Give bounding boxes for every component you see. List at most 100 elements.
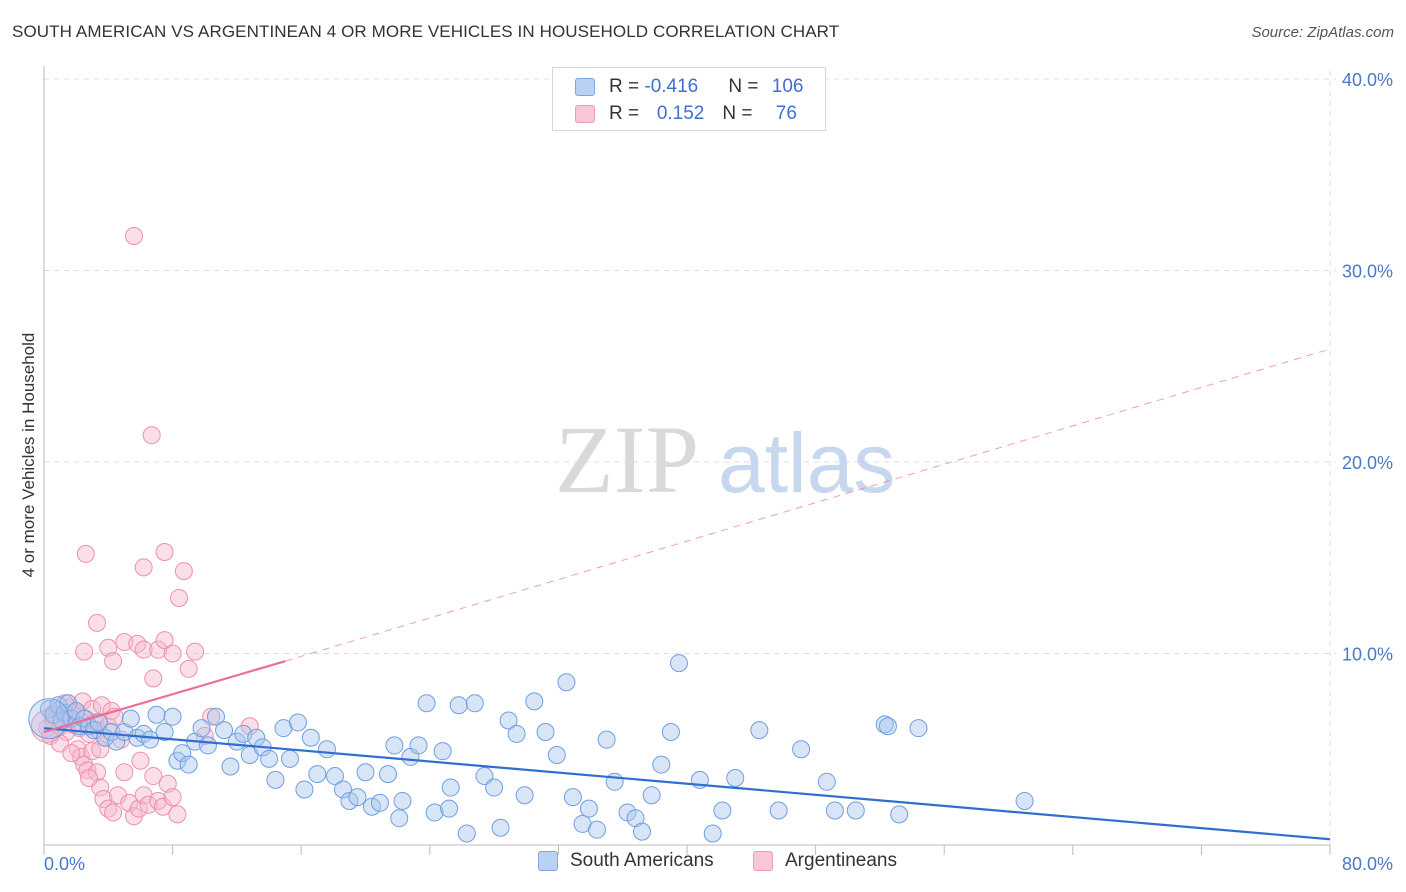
south-american-point bbox=[557, 673, 576, 692]
legend-swatch-pink bbox=[575, 105, 595, 123]
south-american-point bbox=[280, 749, 299, 768]
south-american-point bbox=[547, 745, 566, 764]
x-tick-labels: 0.0% 80.0% bbox=[44, 854, 1393, 874]
gridlines bbox=[44, 71, 1336, 845]
south-american-point bbox=[433, 742, 452, 761]
south-american-point bbox=[370, 793, 389, 812]
legend-r-value: 0.152 bbox=[656, 103, 705, 124]
argentinean-point bbox=[186, 642, 205, 661]
south-american-point bbox=[726, 768, 745, 787]
south-american-point bbox=[475, 767, 494, 786]
south-american-point bbox=[457, 824, 476, 843]
south-american-point bbox=[425, 803, 444, 822]
argentinean-point bbox=[153, 797, 172, 816]
source-credit: Source: ZipAtlas.com bbox=[1251, 24, 1394, 41]
argentinean-point bbox=[92, 696, 111, 715]
south-american-point bbox=[846, 801, 865, 820]
argentinean-point bbox=[131, 751, 150, 770]
south-american-point bbox=[141, 730, 160, 749]
south-american-point bbox=[155, 723, 174, 742]
south-american-point bbox=[333, 780, 352, 799]
argentinean-point bbox=[134, 640, 153, 659]
south-american-point bbox=[890, 805, 909, 824]
argentinean-point bbox=[149, 640, 168, 659]
argentinean-point bbox=[155, 543, 174, 562]
argentinean-point bbox=[163, 644, 182, 663]
argentinean-point bbox=[115, 763, 134, 782]
y-tick-label: 40.0% bbox=[1342, 70, 1393, 90]
bottom-legend-argentineans: Argentineans bbox=[753, 850, 897, 872]
argentinean-point bbox=[202, 707, 221, 726]
south-american-point bbox=[288, 713, 307, 732]
argentinean-point bbox=[142, 426, 161, 445]
argentinean-point bbox=[104, 803, 123, 822]
south-american-point bbox=[449, 696, 468, 715]
legend-n-label: N = bbox=[728, 76, 764, 97]
south-american-point bbox=[661, 723, 680, 742]
y-tick-label: 30.0% bbox=[1342, 262, 1393, 282]
south-american-point bbox=[301, 728, 320, 747]
argentinean-point bbox=[170, 588, 189, 607]
south-american-point bbox=[597, 730, 616, 749]
trendlines bbox=[43, 348, 1331, 841]
south-american-point bbox=[465, 694, 484, 713]
south-american-point bbox=[385, 736, 404, 755]
legend-r-value: -0.416 bbox=[644, 76, 699, 97]
legend-n-label: N = bbox=[722, 103, 758, 124]
legend-n-value: 76 bbox=[775, 103, 797, 124]
south-american-point bbox=[441, 778, 460, 797]
stats-legend: R = -0.416 N = 106 R = 0.152 N = 76 bbox=[552, 67, 826, 131]
south-american-point bbox=[121, 709, 140, 728]
south-american-point bbox=[179, 755, 198, 774]
bottom-legend-label: South Americans bbox=[570, 850, 714, 871]
chart-title: SOUTH AMERICAN VS ARGENTINEAN 4 OR MORE … bbox=[12, 22, 840, 41]
south-american-point bbox=[173, 744, 192, 763]
south-american-point bbox=[563, 788, 582, 807]
argentinean-point bbox=[139, 795, 158, 814]
argentinean-point bbox=[62, 744, 81, 763]
argentinean-point bbox=[144, 669, 163, 688]
south-american-point bbox=[825, 801, 844, 820]
south-american-point bbox=[713, 801, 732, 820]
bottom-legend-south-americans: South Americans bbox=[538, 850, 714, 872]
south-american-point bbox=[308, 765, 327, 784]
argentinean-point bbox=[88, 613, 107, 632]
y-tick-label: 10.0% bbox=[1342, 645, 1393, 665]
argentinean-point bbox=[102, 701, 121, 720]
x-tick-label-max: 80.0% bbox=[1342, 854, 1393, 874]
south-americans-trendline bbox=[43, 727, 1331, 841]
argentinean-point bbox=[94, 790, 113, 809]
south-american-point bbox=[295, 780, 314, 799]
south-american-point bbox=[147, 705, 166, 724]
y-axis-label: 4 or more Vehicles in Household bbox=[19, 333, 38, 578]
south-american-point bbox=[390, 809, 409, 828]
legend-row-argentineans: R = 0.152 N = 76 bbox=[575, 101, 797, 127]
south-american-point bbox=[878, 717, 897, 736]
south-american-point bbox=[266, 770, 285, 789]
south-american-point bbox=[703, 824, 722, 843]
south-american-point bbox=[348, 788, 367, 807]
watermark-atlas: atlas bbox=[718, 416, 895, 510]
south-american-cluster bbox=[28, 698, 70, 740]
south-american-point bbox=[207, 707, 226, 726]
south-american-point bbox=[579, 799, 598, 818]
argentinean-point bbox=[155, 631, 174, 650]
south-american-point bbox=[192, 719, 211, 738]
argentinean-point bbox=[240, 717, 259, 736]
south-american-point bbox=[356, 763, 375, 782]
argentinean-point bbox=[120, 793, 139, 812]
south-american-point bbox=[393, 791, 412, 810]
argentinean-point bbox=[104, 652, 123, 671]
south-american-point bbox=[1015, 791, 1034, 810]
argentinean-point bbox=[163, 788, 182, 807]
south-american-point bbox=[792, 740, 811, 759]
south-american-point bbox=[198, 736, 217, 755]
argentineans-trendline bbox=[43, 660, 286, 734]
x-tick-label-min: 0.0% bbox=[44, 854, 85, 874]
south-american-point bbox=[102, 723, 121, 742]
south-american-point bbox=[525, 692, 544, 711]
south-american-point bbox=[875, 715, 894, 734]
south-american-point bbox=[491, 818, 510, 837]
south-american-point bbox=[817, 772, 836, 791]
